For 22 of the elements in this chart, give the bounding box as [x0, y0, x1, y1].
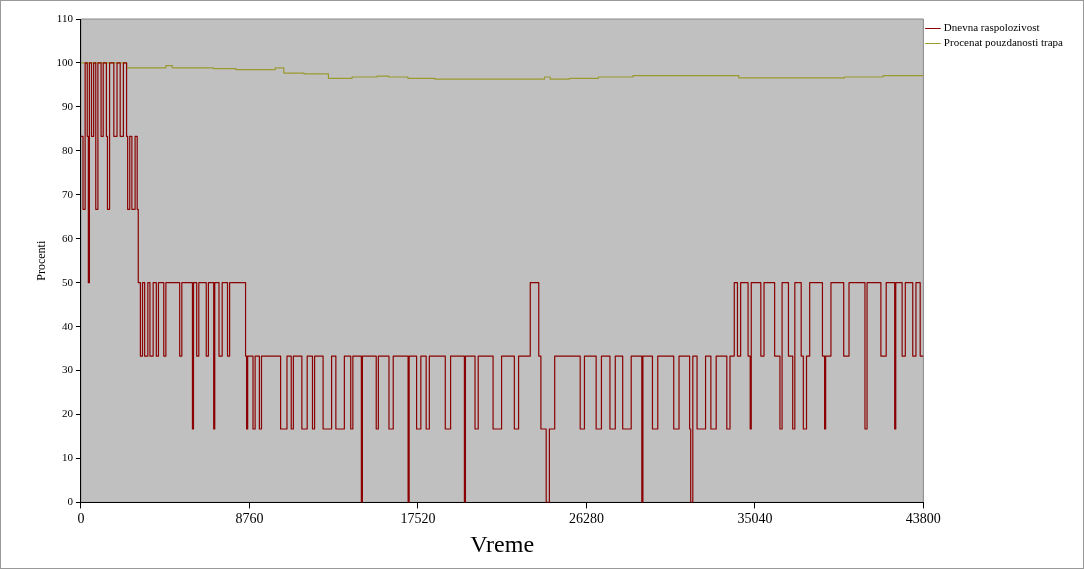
y-tick-label: 30 [61, 363, 74, 376]
x-tick-label: 8760 [235, 511, 264, 527]
x-axis-title: Vreme [470, 530, 535, 557]
y-tick-label: 0 [67, 495, 74, 508]
legend-label: Dnevna raspolozivost [943, 21, 1040, 34]
y-axis-title: Procenti [34, 240, 49, 281]
y-tick-label: 100 [56, 55, 74, 68]
x-tick-label: 43800 [905, 511, 941, 527]
x-tick-label: 26280 [568, 511, 604, 527]
legend-label: Procenat pouzdanosti trapa [943, 36, 1064, 49]
y-tick-label: 110 [56, 11, 74, 24]
y-tick-label: 90 [61, 99, 74, 112]
y-tick-label: 70 [61, 187, 74, 200]
x-tick-label: 17520 [400, 511, 436, 527]
y-tick-label: 50 [61, 275, 74, 288]
y-tick-label: 60 [61, 231, 74, 244]
x-tick-label: 35040 [737, 511, 773, 527]
y-tick-label: 80 [61, 143, 74, 156]
y-tick-label: 20 [61, 407, 74, 420]
x-tick-label: 0 [77, 511, 85, 527]
y-tick-label: 10 [61, 451, 74, 464]
y-tick-label: 40 [61, 319, 74, 332]
